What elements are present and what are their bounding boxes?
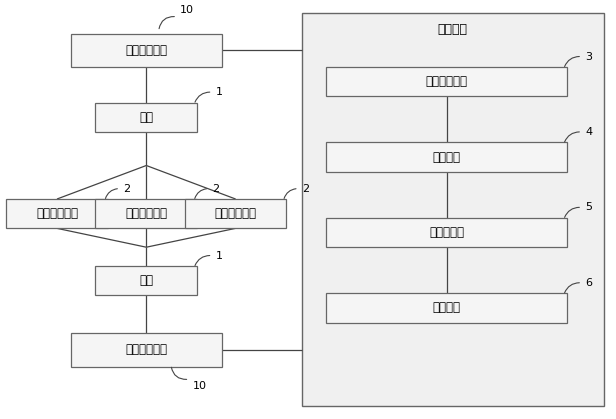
Text: 用户设备终端: 用户设备终端: [36, 207, 78, 220]
Text: 3: 3: [585, 52, 592, 62]
Bar: [71, 34, 222, 67]
Text: 6: 6: [585, 278, 592, 288]
Bar: [95, 266, 197, 295]
Text: 有源天线阵列: 有源天线阵列: [125, 44, 168, 57]
Text: 1: 1: [216, 87, 222, 97]
Text: 用户设备终端: 用户设备终端: [214, 207, 257, 220]
Text: 10: 10: [180, 5, 194, 15]
Text: 1: 1: [216, 251, 222, 261]
Text: 2: 2: [213, 184, 220, 194]
Text: 预编码模块: 预编码模块: [429, 226, 464, 239]
Bar: [326, 142, 567, 172]
Text: 硬件系统: 硬件系统: [438, 23, 468, 36]
Bar: [95, 103, 197, 132]
Text: 有源天线阵列: 有源天线阵列: [125, 343, 168, 357]
Text: 5: 5: [585, 202, 592, 212]
Text: 2: 2: [302, 184, 309, 194]
Text: 10: 10: [192, 381, 206, 391]
Bar: [95, 199, 197, 228]
Text: 用户设备终端: 用户设备终端: [125, 207, 168, 220]
Text: 4: 4: [585, 127, 593, 137]
Text: 2: 2: [123, 184, 131, 194]
Bar: [302, 13, 604, 406]
Text: 基站: 基站: [139, 274, 153, 287]
Text: 基站: 基站: [139, 111, 153, 124]
Bar: [326, 67, 567, 96]
Text: 基带处理模块: 基带处理模块: [426, 75, 468, 88]
Bar: [326, 218, 567, 247]
Text: 电源模块: 电源模块: [432, 301, 461, 315]
Bar: [185, 199, 286, 228]
Text: 射频模块: 射频模块: [432, 150, 461, 164]
Bar: [6, 199, 108, 228]
Bar: [71, 333, 222, 367]
Bar: [326, 293, 567, 323]
